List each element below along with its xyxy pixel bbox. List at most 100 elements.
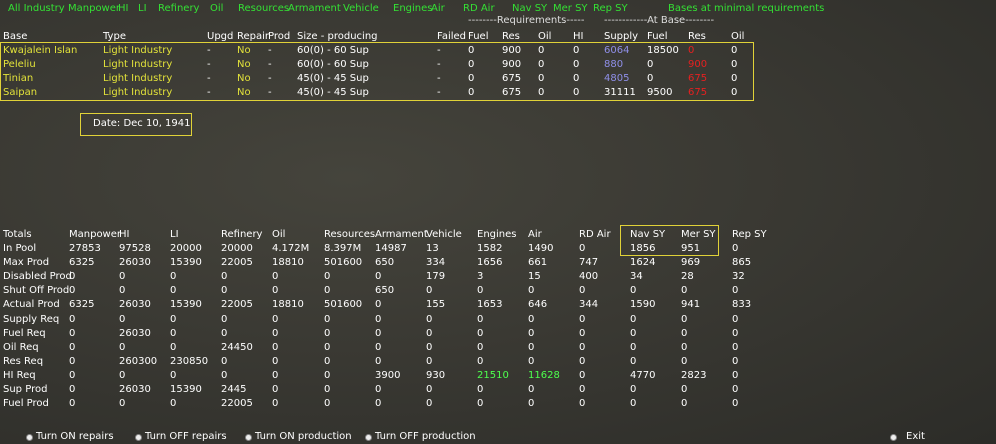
filter-refinery[interactable]: Refinery [158, 3, 200, 14]
totals-col-header[interactable]: Resources [324, 229, 376, 240]
totals-cell: 0 [119, 285, 126, 296]
totals-col-header[interactable]: Mer SY [681, 229, 716, 240]
totals-cell: 0 [528, 285, 535, 296]
base-name[interactable]: Peleliu [3, 59, 36, 70]
base-supply: 31111 [604, 87, 636, 98]
col-failed-header[interactable]: Failed [437, 31, 467, 42]
turn-off-production-button[interactable]: Turn OFF production [365, 431, 476, 443]
base-upgd: - [207, 45, 211, 56]
totals-col-header[interactable]: RD Air [579, 229, 611, 240]
base-size: 45(0) - 45 Sup [297, 87, 369, 98]
filter-rep-sy[interactable]: Rep SY [593, 3, 628, 14]
filter-nav-sy[interactable]: Nav SY [512, 3, 548, 14]
bases-highlight-box [0, 42, 754, 101]
totals-col-header[interactable]: Refinery [221, 229, 263, 240]
totals-cell: 0 [170, 398, 177, 409]
totals-cell: 179 [426, 271, 446, 282]
base-fuel-req: 0 [468, 59, 475, 70]
col-oil-req-header[interactable]: Oil [538, 31, 552, 42]
base-fuel-req: 0 [468, 73, 475, 84]
col-fuel-req-header[interactable]: Fuel [468, 31, 489, 42]
col-supply-header[interactable]: Supply [604, 31, 639, 42]
base-fuel: 0 [647, 73, 654, 84]
filter-bases-at-minimal-requirements[interactable]: Bases at minimal requirements [668, 3, 825, 14]
turn-on-repairs-label: Turn ON repairs [36, 431, 114, 442]
totals-col-header[interactable]: Armament [375, 229, 428, 240]
totals-col-header[interactable]: Rep SY [732, 229, 767, 240]
base-oil-req: 0 [538, 87, 545, 98]
totals-cell: 24450 [221, 342, 253, 353]
base-upgd: - [207, 73, 211, 84]
totals-col-header[interactable]: Engines [477, 229, 517, 240]
totals-cell: 0 [732, 356, 739, 367]
totals-cell: 941 [681, 299, 701, 310]
turn-on-repairs-button[interactable]: Turn ON repairs [26, 431, 114, 443]
col-fuel-base-header[interactable]: Fuel [647, 31, 668, 42]
totals-cell: 0 [426, 285, 433, 296]
base-name[interactable]: Kwajalein Islan [3, 45, 78, 56]
totals-cell: 0 [221, 370, 228, 381]
totals-cell: 0 [170, 271, 177, 282]
col-repair-header[interactable]: Repair [237, 31, 270, 42]
totals-cell: 0 [272, 328, 279, 339]
filter-air[interactable]: Air [431, 3, 445, 14]
exit-button[interactable]: Exit [890, 431, 925, 443]
totals-cell: 0 [375, 356, 382, 367]
totals-cell: 0 [375, 384, 382, 395]
base-name[interactable]: Saipan [3, 87, 38, 98]
filter-resources[interactable]: Resources [238, 3, 290, 14]
totals-cell: 0 [375, 342, 382, 353]
filter-vehicle[interactable]: Vehicle [343, 3, 379, 14]
base-name[interactable]: Tinian [3, 73, 34, 84]
totals-col-header[interactable]: HI [119, 229, 130, 240]
totals-cell: 0 [170, 314, 177, 325]
totals-cell: 661 [528, 257, 548, 268]
totals-col-header[interactable]: Nav SY [630, 229, 666, 240]
filter-manpower[interactable]: Manpower [68, 3, 121, 14]
turn-on-production-button[interactable]: Turn ON production [245, 431, 352, 443]
totals-cell: 0 [681, 342, 688, 353]
totals-col-header[interactable]: Vehicle [426, 229, 462, 240]
totals-cell: 0 [69, 356, 76, 367]
col-oil-base-header[interactable]: Oil [731, 31, 745, 42]
totals-cell: 0 [69, 271, 76, 282]
totals-cell: 0 [528, 328, 535, 339]
col-hi-req-header[interactable]: HI [573, 31, 584, 42]
col-type-header[interactable]: Type [103, 31, 126, 42]
col-base-header[interactable]: Base [3, 31, 28, 42]
col-res-req-header[interactable]: Res [502, 31, 520, 42]
base-oil-req: 0 [538, 45, 545, 56]
base-oil-req: 0 [538, 59, 545, 70]
base-type: Light Industry [103, 45, 173, 56]
totals-col-header[interactable]: Oil [272, 229, 286, 240]
filter-engines[interactable]: Engines [393, 3, 433, 14]
filter-all-industry[interactable]: All Industry [8, 3, 65, 14]
col-upgd-header[interactable]: Upgd [207, 31, 234, 42]
totals-cell: 0 [579, 356, 586, 367]
totals-cell: 1656 [477, 257, 503, 268]
totals-cell: 0 [477, 384, 484, 395]
totals-col-header[interactable]: Manpower [69, 229, 122, 240]
turn-off-repairs-button[interactable]: Turn OFF repairs [135, 431, 227, 443]
totals-cell: 0 [375, 398, 382, 409]
totals-cell: 0 [426, 328, 433, 339]
filter-mer-sy[interactable]: Mer SY [553, 3, 588, 14]
totals-col-header[interactable]: Air [528, 229, 542, 240]
base-res-req: 900 [502, 59, 522, 70]
col-res-base-header[interactable]: Res [688, 31, 706, 42]
filter-hi[interactable]: HI [118, 3, 129, 14]
totals-cell: 0 [170, 342, 177, 353]
filter-rd-air[interactable]: RD Air [463, 3, 495, 14]
totals-cell: 0 [732, 370, 739, 381]
filter-oil[interactable]: Oil [210, 3, 224, 14]
totals-cell: 1856 [630, 243, 656, 254]
totals-cell: 650 [375, 285, 395, 296]
filter-li[interactable]: LI [138, 3, 147, 14]
col-prod-header[interactable]: Prod [268, 31, 291, 42]
date-box [80, 113, 192, 136]
col-size-header[interactable]: Size - producing [297, 31, 378, 42]
current-date: Date: Dec 10, 1941 [93, 118, 191, 129]
filter-armament[interactable]: Armament [288, 3, 341, 14]
totals-col-header[interactable]: LI [170, 229, 179, 240]
totals-cell: 0 [119, 271, 126, 282]
